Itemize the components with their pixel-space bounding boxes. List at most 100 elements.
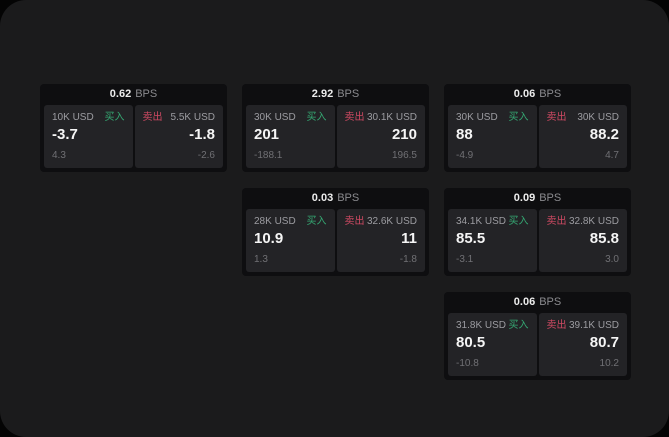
sell-side-label: 卖出 bbox=[344, 216, 365, 227]
sell-price: 80.7 bbox=[589, 334, 619, 351]
bps-unit-label: BPS bbox=[337, 88, 360, 100]
buy-tile[interactable]: 31.8K USD 买入 80.5 -10.8 bbox=[448, 313, 537, 376]
buy-amount: 31.8K USD bbox=[456, 320, 507, 331]
bps-value: 0.06 bbox=[513, 296, 536, 308]
quote-card: 0.62 BPS 10K USD 买入 -3.7 4.3 卖出 5.5K USD… bbox=[40, 84, 227, 172]
buy-side-label: 买入 bbox=[306, 112, 327, 123]
quote-card-body: 30K USD 买入 88 -4.9 卖出 30K USD 88.2 4.7 bbox=[444, 105, 631, 172]
quote-card: 0.09 BPS 34.1K USD 买入 85.5 -3.1 卖出 32.8K… bbox=[444, 188, 631, 276]
buy-tile[interactable]: 30K USD 买入 201 -188.1 bbox=[246, 105, 335, 168]
sell-price: 85.8 bbox=[589, 230, 619, 247]
buy-price: 10.9 bbox=[254, 230, 284, 247]
buy-amount: 28K USD bbox=[254, 216, 296, 227]
quote-card: 0.03 BPS 28K USD 买入 10.9 1.3 卖出 32.6K US… bbox=[242, 188, 429, 276]
sell-sub-value: 10.2 bbox=[599, 358, 619, 369]
buy-side-label: 买入 bbox=[508, 216, 529, 227]
sell-tile[interactable]: 卖出 39.1K USD 80.7 10.2 bbox=[538, 313, 627, 376]
buy-side-label: 买入 bbox=[508, 112, 529, 123]
sell-sub-value: 3.0 bbox=[605, 254, 619, 265]
buy-side-label: 买入 bbox=[508, 320, 529, 331]
sell-side-label: 卖出 bbox=[142, 112, 163, 123]
quote-card: 2.92 BPS 30K USD 买入 201 -188.1 卖出 30.1K … bbox=[242, 84, 429, 172]
buy-tile-header: 30K USD 买入 bbox=[456, 112, 529, 124]
sell-tile-header: 卖出 32.6K USD bbox=[345, 216, 418, 228]
sell-sub-value: -2.6 bbox=[197, 150, 215, 161]
sell-side-label: 卖出 bbox=[546, 320, 567, 331]
bps-header: 0.06 BPS bbox=[444, 292, 631, 313]
sell-tile[interactable]: 卖出 5.5K USD -1.8 -2.6 bbox=[134, 105, 223, 168]
sell-side-label: 卖出 bbox=[546, 216, 567, 227]
sell-price: 210 bbox=[391, 126, 417, 143]
sell-tile-header: 卖出 30K USD bbox=[547, 112, 620, 124]
buy-tile-header: 10K USD 买入 bbox=[52, 112, 125, 124]
quote-card: 0.06 BPS 31.8K USD 买入 80.5 -10.8 卖出 39.1… bbox=[444, 292, 631, 380]
buy-tile-header: 31.8K USD 买入 bbox=[456, 320, 529, 332]
buy-amount: 34.1K USD bbox=[456, 216, 507, 227]
buy-sub-value: -10.8 bbox=[456, 358, 479, 369]
buy-tile[interactable]: 30K USD 买入 88 -4.9 bbox=[448, 105, 537, 168]
sell-tile-header: 卖出 30.1K USD bbox=[345, 112, 418, 124]
buy-tile-header: 34.1K USD 买入 bbox=[456, 216, 529, 228]
sell-amount: 32.8K USD bbox=[568, 216, 619, 227]
bps-header: 0.09 BPS bbox=[444, 188, 631, 209]
bps-unit-label: BPS bbox=[539, 296, 562, 308]
buy-sub-value: 4.3 bbox=[52, 150, 66, 161]
sell-tile[interactable]: 卖出 30K USD 88.2 4.7 bbox=[538, 105, 627, 168]
buy-price: 88 bbox=[456, 126, 473, 143]
buy-amount: 30K USD bbox=[254, 112, 296, 123]
buy-tile-header: 28K USD 买入 bbox=[254, 216, 327, 228]
quote-card-body: 30K USD 买入 201 -188.1 卖出 30.1K USD 210 1… bbox=[242, 105, 429, 172]
bps-header: 0.03 BPS bbox=[242, 188, 429, 209]
sell-price: 88.2 bbox=[589, 126, 619, 143]
quote-card-body: 34.1K USD 买入 85.5 -3.1 卖出 32.8K USD 85.8… bbox=[444, 209, 631, 276]
quotes-grid: 0.62 BPS 10K USD 买入 -3.7 4.3 卖出 5.5K USD… bbox=[40, 84, 631, 380]
buy-price: -3.7 bbox=[52, 126, 78, 143]
quote-card-body: 31.8K USD 买入 80.5 -10.8 卖出 39.1K USD 80.… bbox=[444, 313, 631, 380]
sell-sub-value: 4.7 bbox=[605, 150, 619, 161]
sell-amount: 30.1K USD bbox=[366, 112, 417, 123]
sell-tile-header: 卖出 5.5K USD bbox=[143, 112, 216, 124]
bps-value: 0.03 bbox=[311, 192, 334, 204]
buy-price: 80.5 bbox=[456, 334, 486, 351]
sell-tile-header: 卖出 39.1K USD bbox=[547, 320, 620, 332]
sell-price: 11 bbox=[401, 230, 417, 247]
buy-amount: 10K USD bbox=[52, 112, 94, 123]
sell-sub-value: 196.5 bbox=[391, 150, 417, 161]
sell-sub-value: -1.8 bbox=[399, 254, 417, 265]
buy-tile[interactable]: 28K USD 买入 10.9 1.3 bbox=[246, 209, 335, 272]
sell-tile[interactable]: 卖出 32.6K USD 11 -1.8 bbox=[336, 209, 425, 272]
buy-tile-header: 30K USD 买入 bbox=[254, 112, 327, 124]
bps-unit-label: BPS bbox=[135, 88, 158, 100]
buy-tile[interactable]: 34.1K USD 买入 85.5 -3.1 bbox=[448, 209, 537, 272]
bps-unit-label: BPS bbox=[539, 88, 562, 100]
bps-value: 0.62 bbox=[109, 88, 132, 100]
buy-tile[interactable]: 10K USD 买入 -3.7 4.3 bbox=[44, 105, 133, 168]
sell-side-label: 卖出 bbox=[344, 112, 365, 123]
bps-header: 0.62 BPS bbox=[40, 84, 227, 105]
sell-side-label: 卖出 bbox=[546, 112, 567, 123]
buy-sub-value: -188.1 bbox=[254, 150, 283, 161]
quote-card: 0.06 BPS 30K USD 买入 88 -4.9 卖出 30K USD 8… bbox=[444, 84, 631, 172]
sell-tile-header: 卖出 32.8K USD bbox=[547, 216, 620, 228]
sell-amount: 39.1K USD bbox=[568, 320, 619, 331]
buy-side-label: 买入 bbox=[104, 112, 125, 123]
bps-unit-label: BPS bbox=[539, 192, 562, 204]
sell-tile[interactable]: 卖出 30.1K USD 210 196.5 bbox=[336, 105, 425, 168]
buy-sub-value: -3.1 bbox=[456, 254, 474, 265]
sell-tile[interactable]: 卖出 32.8K USD 85.8 3.0 bbox=[538, 209, 627, 272]
buy-price: 85.5 bbox=[456, 230, 486, 247]
buy-amount: 30K USD bbox=[456, 112, 498, 123]
bps-value: 0.06 bbox=[513, 88, 536, 100]
sell-amount: 5.5K USD bbox=[170, 112, 215, 123]
bps-header: 0.06 BPS bbox=[444, 84, 631, 105]
sell-amount: 30K USD bbox=[577, 112, 619, 123]
buy-sub-value: 1.3 bbox=[254, 254, 268, 265]
bps-header: 2.92 BPS bbox=[242, 84, 429, 105]
quote-card-body: 28K USD 买入 10.9 1.3 卖出 32.6K USD 11 -1.8 bbox=[242, 209, 429, 276]
quote-card-body: 10K USD 买入 -3.7 4.3 卖出 5.5K USD -1.8 -2.… bbox=[40, 105, 227, 172]
bps-unit-label: BPS bbox=[337, 192, 360, 204]
buy-price: 201 bbox=[254, 126, 280, 143]
sell-price: -1.8 bbox=[189, 126, 215, 143]
buy-side-label: 买入 bbox=[306, 216, 327, 227]
